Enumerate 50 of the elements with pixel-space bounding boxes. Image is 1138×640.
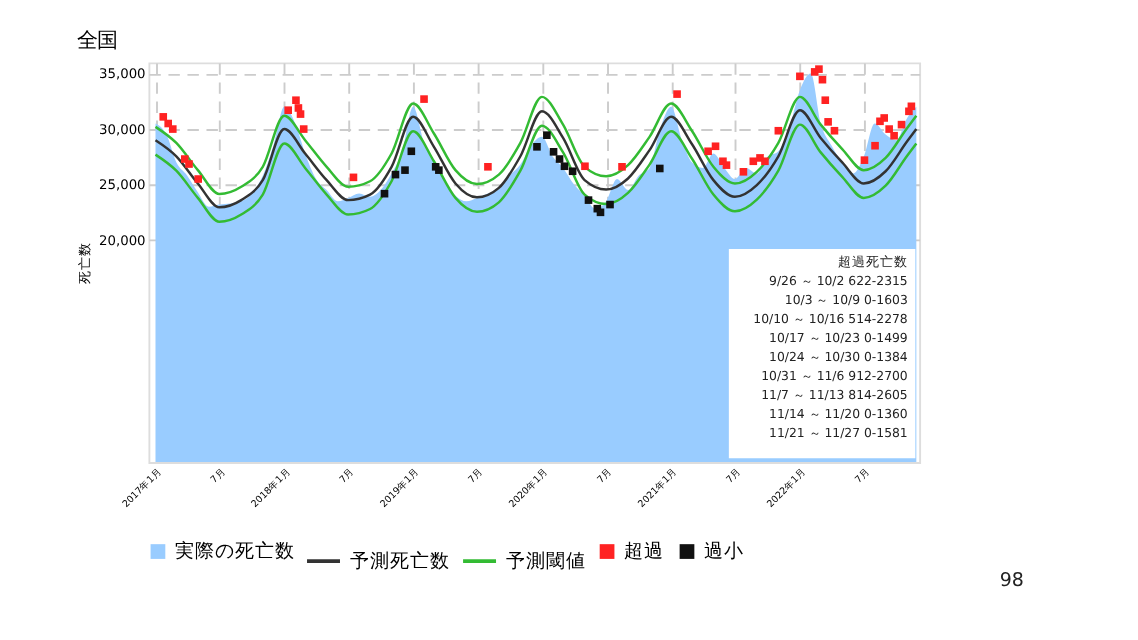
point xyxy=(890,131,898,140)
point xyxy=(821,96,830,105)
point xyxy=(581,162,589,171)
legend-label: 予測閾値 xyxy=(506,548,587,573)
point xyxy=(774,126,783,135)
point xyxy=(484,163,492,171)
point xyxy=(830,126,839,135)
text: 98 xyxy=(999,569,1024,592)
point xyxy=(584,196,593,204)
legend-label: 予測死亡数 xyxy=(350,548,451,573)
point xyxy=(555,155,564,163)
point xyxy=(401,166,409,174)
point xyxy=(185,160,193,168)
point xyxy=(159,113,168,121)
line-series xyxy=(154,95,918,196)
point xyxy=(815,65,823,73)
point xyxy=(568,167,577,176)
point xyxy=(749,157,758,166)
point xyxy=(168,125,177,133)
point xyxy=(655,164,664,173)
point xyxy=(871,141,879,150)
point xyxy=(560,162,569,171)
point xyxy=(533,143,541,151)
point xyxy=(299,125,308,133)
point xyxy=(860,156,869,164)
point xyxy=(194,175,202,183)
point xyxy=(880,114,889,122)
legend-label: 過小 xyxy=(704,539,745,564)
point xyxy=(407,147,416,156)
point xyxy=(761,157,769,166)
point xyxy=(824,118,832,126)
point xyxy=(549,148,558,156)
chart-title: 全国 xyxy=(77,29,118,54)
point xyxy=(606,200,614,209)
point xyxy=(618,163,626,171)
legend-label: 超過 xyxy=(624,539,665,564)
point xyxy=(420,95,428,103)
point xyxy=(711,142,720,151)
point xyxy=(543,131,551,139)
point xyxy=(292,96,300,105)
point xyxy=(296,110,305,118)
line-series xyxy=(154,108,918,209)
point xyxy=(739,168,748,176)
point xyxy=(284,106,292,114)
point xyxy=(885,125,893,133)
point xyxy=(796,72,804,81)
point xyxy=(673,90,681,98)
legend-label: 実際の死亡数 xyxy=(175,539,296,564)
line-series xyxy=(154,123,918,223)
point xyxy=(704,147,712,156)
